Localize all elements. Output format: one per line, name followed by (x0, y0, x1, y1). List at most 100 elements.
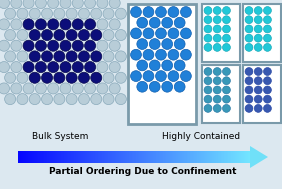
Bar (61, 151, 63, 163)
Bar (136, 151, 137, 163)
Circle shape (143, 49, 154, 60)
Bar (143, 151, 145, 163)
Bar (39, 151, 40, 163)
Bar (203, 151, 204, 163)
Bar (207, 151, 208, 163)
Circle shape (0, 0, 10, 9)
Circle shape (85, 40, 96, 51)
Bar (163, 151, 164, 163)
Circle shape (245, 25, 253, 33)
Bar (151, 151, 153, 163)
Bar (238, 151, 239, 163)
Bar (202, 65, 240, 123)
Circle shape (23, 40, 34, 51)
Bar (72, 151, 74, 163)
Bar (32, 151, 34, 163)
Bar (94, 151, 95, 163)
Circle shape (204, 34, 212, 42)
Circle shape (91, 8, 102, 19)
Circle shape (0, 19, 10, 30)
Bar (124, 151, 125, 163)
Bar (145, 151, 146, 163)
Circle shape (54, 51, 65, 62)
Circle shape (204, 67, 212, 75)
Bar (45, 151, 47, 163)
Bar (201, 151, 202, 163)
Circle shape (222, 34, 230, 42)
Bar (35, 151, 37, 163)
Bar (178, 151, 180, 163)
Bar (242, 151, 244, 163)
Bar (44, 151, 46, 163)
Bar (21, 151, 23, 163)
Circle shape (222, 25, 230, 33)
Circle shape (85, 0, 96, 9)
Circle shape (23, 19, 34, 30)
Bar (73, 151, 74, 163)
Circle shape (143, 71, 154, 81)
Circle shape (97, 40, 108, 51)
Circle shape (97, 83, 108, 94)
Bar (28, 151, 30, 163)
Circle shape (213, 86, 221, 94)
Circle shape (174, 81, 185, 92)
Bar (243, 151, 244, 163)
Bar (85, 151, 86, 163)
Bar (83, 151, 85, 163)
Circle shape (131, 28, 141, 39)
Circle shape (41, 94, 52, 105)
Bar (98, 151, 99, 163)
Bar (238, 151, 240, 163)
Circle shape (162, 60, 173, 71)
Circle shape (78, 94, 89, 105)
Bar (19, 151, 20, 163)
Bar (139, 151, 141, 163)
Circle shape (0, 40, 10, 51)
Bar (125, 151, 126, 163)
Bar (160, 151, 161, 163)
Bar (47, 151, 48, 163)
Bar (88, 151, 90, 163)
Circle shape (5, 72, 16, 83)
Bar (139, 151, 140, 163)
Bar (34, 151, 36, 163)
Bar (40, 151, 42, 163)
Circle shape (85, 19, 96, 30)
Circle shape (222, 7, 230, 15)
Circle shape (60, 19, 71, 30)
Bar (80, 151, 81, 163)
Circle shape (91, 29, 102, 41)
Bar (118, 151, 120, 163)
Circle shape (180, 49, 191, 60)
Bar (127, 151, 129, 163)
Bar (187, 151, 189, 163)
Bar (53, 151, 54, 163)
Circle shape (17, 72, 28, 83)
Circle shape (66, 94, 77, 105)
Bar (123, 151, 125, 163)
Circle shape (180, 71, 191, 81)
Bar (216, 151, 217, 163)
Circle shape (35, 19, 47, 30)
Bar (180, 151, 181, 163)
Bar (156, 151, 157, 163)
Bar (209, 151, 211, 163)
Circle shape (115, 72, 126, 83)
Bar (91, 151, 93, 163)
Bar (112, 151, 114, 163)
Bar (194, 151, 196, 163)
Circle shape (91, 94, 102, 105)
Bar (179, 151, 180, 163)
Bar (58, 151, 59, 163)
Circle shape (97, 19, 108, 30)
Circle shape (156, 49, 166, 60)
Bar (138, 151, 139, 163)
Bar (136, 151, 138, 163)
Circle shape (66, 8, 77, 19)
Circle shape (245, 43, 253, 51)
Bar (103, 151, 105, 163)
Bar (23, 151, 25, 163)
Circle shape (17, 51, 28, 62)
Bar (78, 151, 80, 163)
Circle shape (263, 67, 271, 75)
